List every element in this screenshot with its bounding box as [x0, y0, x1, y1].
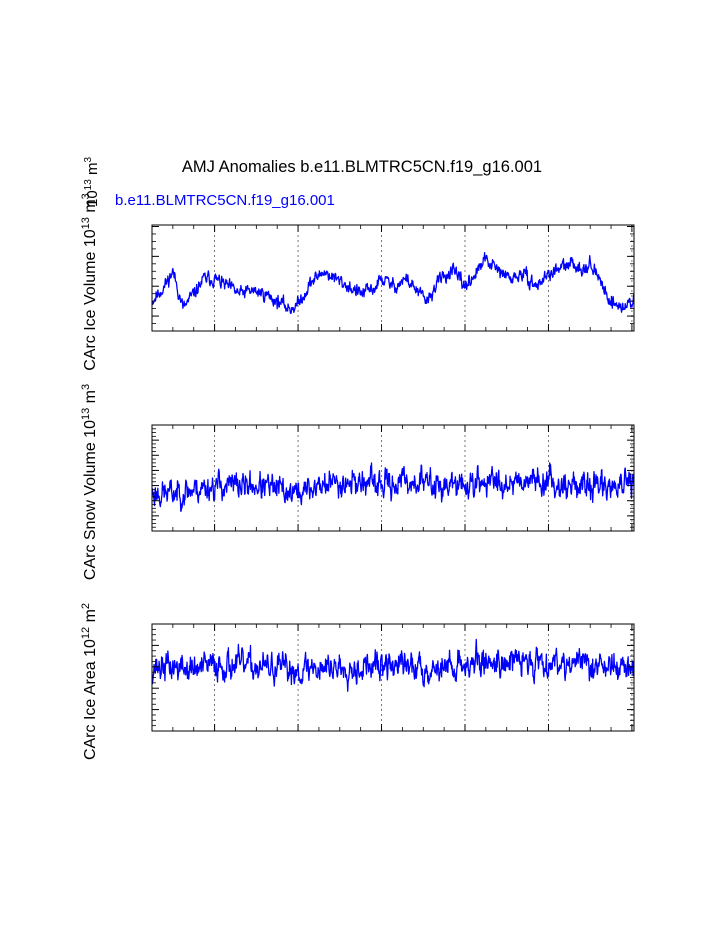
panel-2: CArc Snow Volume 1013 m3 [80, 384, 635, 580]
y-axis-label-part: CArc Snow Volume 10 [82, 420, 99, 580]
y-axis-label-part: CArc Ice Area 10 [82, 639, 99, 760]
series-line-1 [152, 251, 634, 315]
y-axis-label-part: 13 [80, 217, 92, 229]
y-axis-label-part: CArc Ice Volume 10 [82, 229, 99, 371]
y-axis-label-part: 13 [80, 408, 92, 420]
figure-title: AMJ Anomalies b.e11.BLMTRC5CN.f19_g16.00… [182, 158, 542, 176]
plot-frame [151, 224, 635, 332]
series-subtitle: b.e11.BLMTRC5CN.f19_g16.001 [115, 192, 335, 209]
y-axis-label: CArc Ice Volume 1013 m3 [80, 193, 99, 371]
panel-1: CArc Ice Volume 1013 m3 [80, 193, 635, 371]
y-axis-label-part: m [82, 609, 99, 627]
y-axis-label-part: 2 [80, 603, 92, 609]
series-line-1 [152, 638, 634, 692]
y-axis-label-part: 3 [80, 193, 92, 199]
y-axis-label-part: m [82, 199, 99, 217]
y-axis-label: CArc Snow Volume 1013 m3 [80, 384, 99, 580]
series-line-1 [152, 462, 634, 512]
y-axis-label-part: 12 [80, 627, 92, 639]
y-axis-label: CArc Ice Area 1012 m2 [80, 603, 99, 760]
unit-corner-label: 1013 m3 [83, 157, 101, 207]
y-axis-label-part: m [82, 390, 99, 408]
panel-3: CArc Ice Area 1012 m2 [80, 603, 635, 760]
y-axis-label-part: 3 [80, 384, 92, 390]
